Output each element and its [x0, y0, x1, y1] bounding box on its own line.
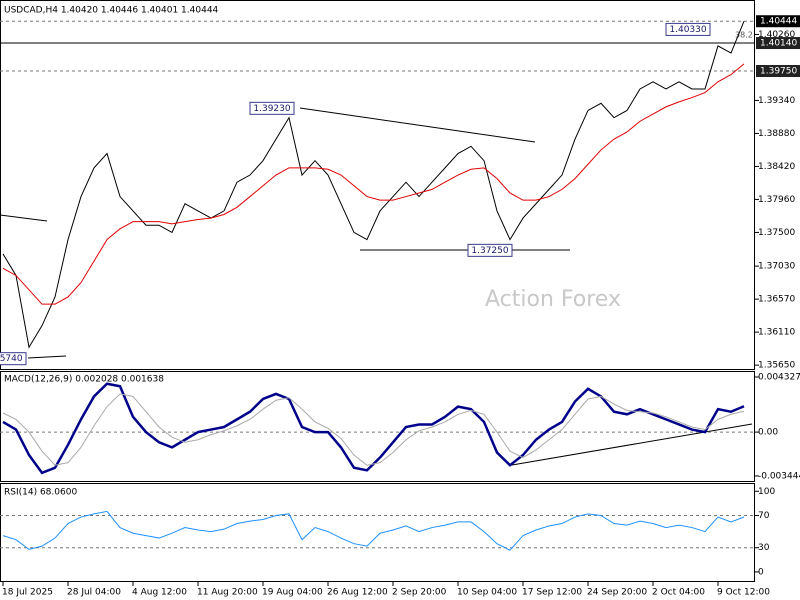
x-tick-label: 24 Sep 20:00	[587, 588, 647, 598]
y-tick-label: 0.00	[758, 428, 778, 438]
macd-pane-frame	[0, 371, 755, 482]
series-line	[2, 21, 745, 349]
y-tick-label: 1.39340	[758, 96, 795, 106]
annotation-label: 1.39230	[253, 104, 290, 114]
macd-title: MACD(12,26,9) 0.002028 0.001638	[4, 375, 164, 385]
annotation-box	[665, 22, 711, 36]
x-tick-label: 28 Jul 04:00	[67, 588, 121, 598]
y-tick-label: 1.36110	[758, 328, 795, 338]
y-tick-label: -0.003444	[758, 471, 800, 481]
macd-trend-line	[511, 423, 753, 466]
y-tick-label: 1.36570	[758, 295, 795, 305]
level-label: 1.40444	[760, 17, 797, 27]
y-tick-label: 1.37960	[758, 195, 795, 205]
x-tick-label: 18 Jul 2025	[2, 588, 53, 598]
level-box	[756, 65, 800, 78]
series-line	[2, 510, 745, 551]
y-tick-label: 1.37030	[758, 262, 795, 272]
trend-line	[299, 107, 536, 143]
rsi-title: RSI(14) 68.0600	[4, 488, 77, 498]
watermark: Action Forex	[485, 287, 621, 312]
y-tick-label: 70	[758, 511, 770, 521]
x-tick-label: 4 Aug 12:00	[132, 588, 187, 598]
annotation-label: 1.37250	[471, 246, 508, 256]
annotation-label: 1.40330	[669, 25, 706, 35]
level-label: 1.39750	[760, 67, 797, 77]
y-tick-label: 1.37500	[758, 228, 795, 238]
x-tick-label: 10 Sep 04:00	[457, 588, 517, 598]
y-tick-label: 1.40260	[758, 30, 795, 40]
support-line	[27, 355, 67, 359]
x-tick-label: 2 Sep 20:00	[392, 588, 447, 598]
x-tick-label: 2 Oct 04:00	[652, 588, 705, 598]
annotation-box	[249, 101, 295, 115]
x-tick-label: 11 Aug 20:00	[197, 588, 258, 598]
y-tick-label: 0	[758, 567, 764, 577]
price-title: USDCAD,H4 1.40420 1.40446 1.40401 1.4044…	[4, 6, 219, 16]
x-tick-label: 9 Oct 12:00	[717, 588, 770, 598]
y-tick-label: 30	[758, 543, 770, 553]
series-line	[2, 63, 745, 305]
y-tick-label: 1.38420	[758, 162, 795, 172]
y-tick-label: 1.35650	[758, 361, 795, 371]
level-box	[756, 37, 800, 50]
level-label: 1.40140	[760, 39, 797, 49]
fib-label: 38.2	[735, 31, 753, 40]
x-tick-label: 26 Aug 12:00	[327, 588, 388, 598]
y-tick-label: 100	[758, 487, 775, 497]
x-tick-label: 19 Aug 04:00	[262, 588, 323, 598]
annotation-box	[467, 243, 513, 257]
y-tick-label: 1.38880	[758, 129, 795, 139]
y-tick-label: 0.004327	[758, 373, 800, 383]
series-line	[2, 393, 745, 466]
annotation-box	[0, 352, 27, 366]
level-box	[756, 15, 800, 28]
annotation-label: 1.35740	[0, 354, 23, 364]
rsi-pane-frame	[0, 483, 755, 582]
trend-line	[0, 214, 48, 222]
x-tick-label: 17 Sep 12:00	[522, 588, 582, 598]
price-pane-frame	[0, 0, 755, 370]
